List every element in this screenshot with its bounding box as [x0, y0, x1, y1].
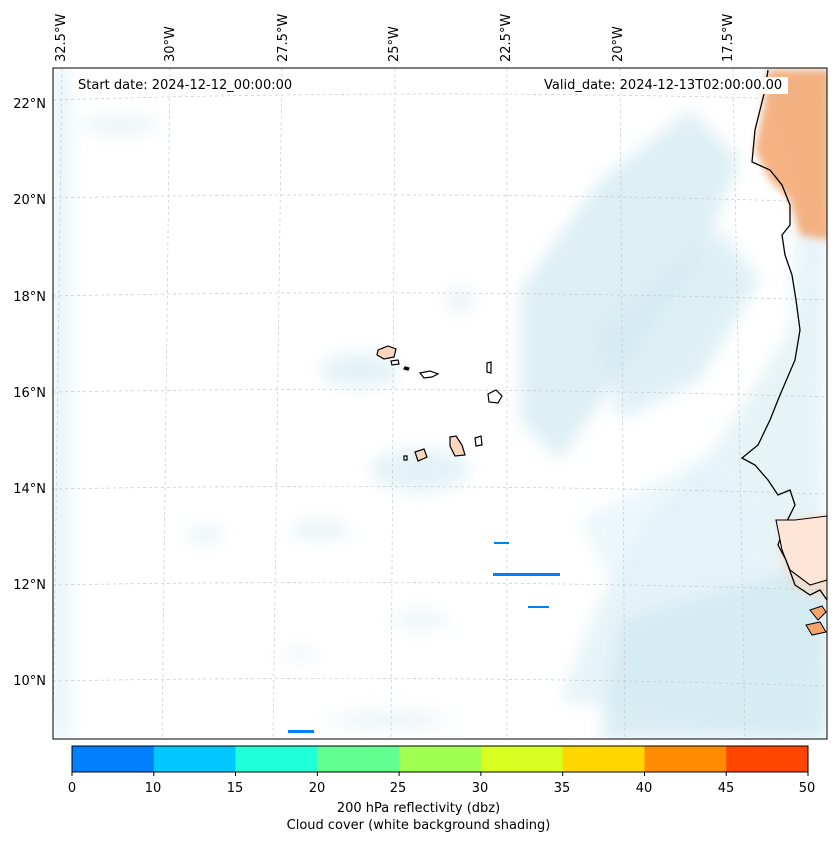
longitude-label: 25°W — [387, 26, 402, 62]
colorbar-label: 200 hPa reflectivity (dbz) — [336, 801, 501, 816]
colorbar-tick-label: 40 — [635, 781, 653, 796]
island-brava — [403, 455, 408, 461]
island-maio — [474, 435, 483, 447]
island-sal — [486, 361, 492, 374]
colorbar-sublabel: Cloud cover (white background shading) — [286, 818, 551, 833]
longitude-label: 20°W — [611, 26, 626, 62]
colorbar-segment — [235, 746, 318, 772]
longitude-label: 30°W — [163, 26, 178, 62]
graticule — [53, 68, 827, 739]
map-frame — [52, 67, 828, 740]
colorbar-tick-label: 10 — [144, 781, 162, 796]
island-sao-nicolau — [418, 370, 440, 379]
island-santa-luzia — [403, 366, 410, 371]
colorbar-tick-label: 20 — [308, 781, 326, 796]
longitude-label: 27.5°W — [276, 13, 291, 62]
colorbar-segment — [562, 746, 645, 772]
reflectivity-patches — [288, 542, 560, 733]
africa-coastline — [740, 69, 827, 636]
colorbar-segment — [317, 746, 400, 772]
reflectivity-patch — [493, 573, 560, 576]
island-santo-antao — [376, 345, 397, 360]
colorbar-tick-label: 15 — [226, 781, 244, 796]
island-sao-vicente — [390, 359, 400, 366]
island-fogo — [414, 448, 428, 462]
longitude-label: 32.5°W — [54, 13, 69, 62]
latitude-label: 10°N — [13, 674, 46, 689]
colorbar-segment — [399, 746, 482, 772]
latitude-label: 14°N — [13, 482, 46, 497]
latitude-label: 18°N — [13, 290, 46, 305]
reflectivity-patch — [494, 542, 509, 544]
colorbar-tick-label: 0 — [67, 781, 77, 796]
colorbar-segment — [153, 746, 237, 772]
colorbar-segment — [480, 746, 564, 772]
reflectivity-patch — [288, 730, 314, 733]
latitude-label: 12°N — [13, 578, 46, 593]
colorbar-border — [71, 745, 809, 773]
colorbar-tick-label: 45 — [717, 781, 735, 796]
latitude-label: 16°N — [13, 386, 46, 401]
colorbar-segment — [72, 746, 155, 772]
valid-date-label: Valid_date: 2024-12-13T02:00:00.00 — [538, 77, 789, 94]
island-boa-vista — [487, 389, 503, 404]
colorbar-segment — [644, 746, 727, 772]
reflectivity-patch — [528, 606, 549, 608]
latitude-label: 22°N — [13, 97, 46, 112]
cloud-cover-shading — [53, 68, 827, 739]
colorbar-segment — [726, 746, 809, 772]
start-date-label: Start date: 2024-12-12_00:00:00 — [72, 77, 299, 94]
colorbar — [71, 745, 809, 776]
island-santiago — [449, 435, 466, 457]
colorbar-tick-label: 25 — [389, 781, 407, 796]
colorbar-tick-label: 30 — [471, 781, 489, 796]
colorbar-tick-label: 35 — [553, 781, 571, 796]
longitude-label: 22.5°W — [499, 13, 514, 62]
colorbar-tick-label: 50 — [798, 781, 816, 796]
latitude-label: 20°N — [13, 193, 46, 208]
cape-verde-islands — [376, 345, 503, 462]
longitude-label: 17.5°W — [721, 13, 736, 62]
map-area — [53, 68, 827, 739]
